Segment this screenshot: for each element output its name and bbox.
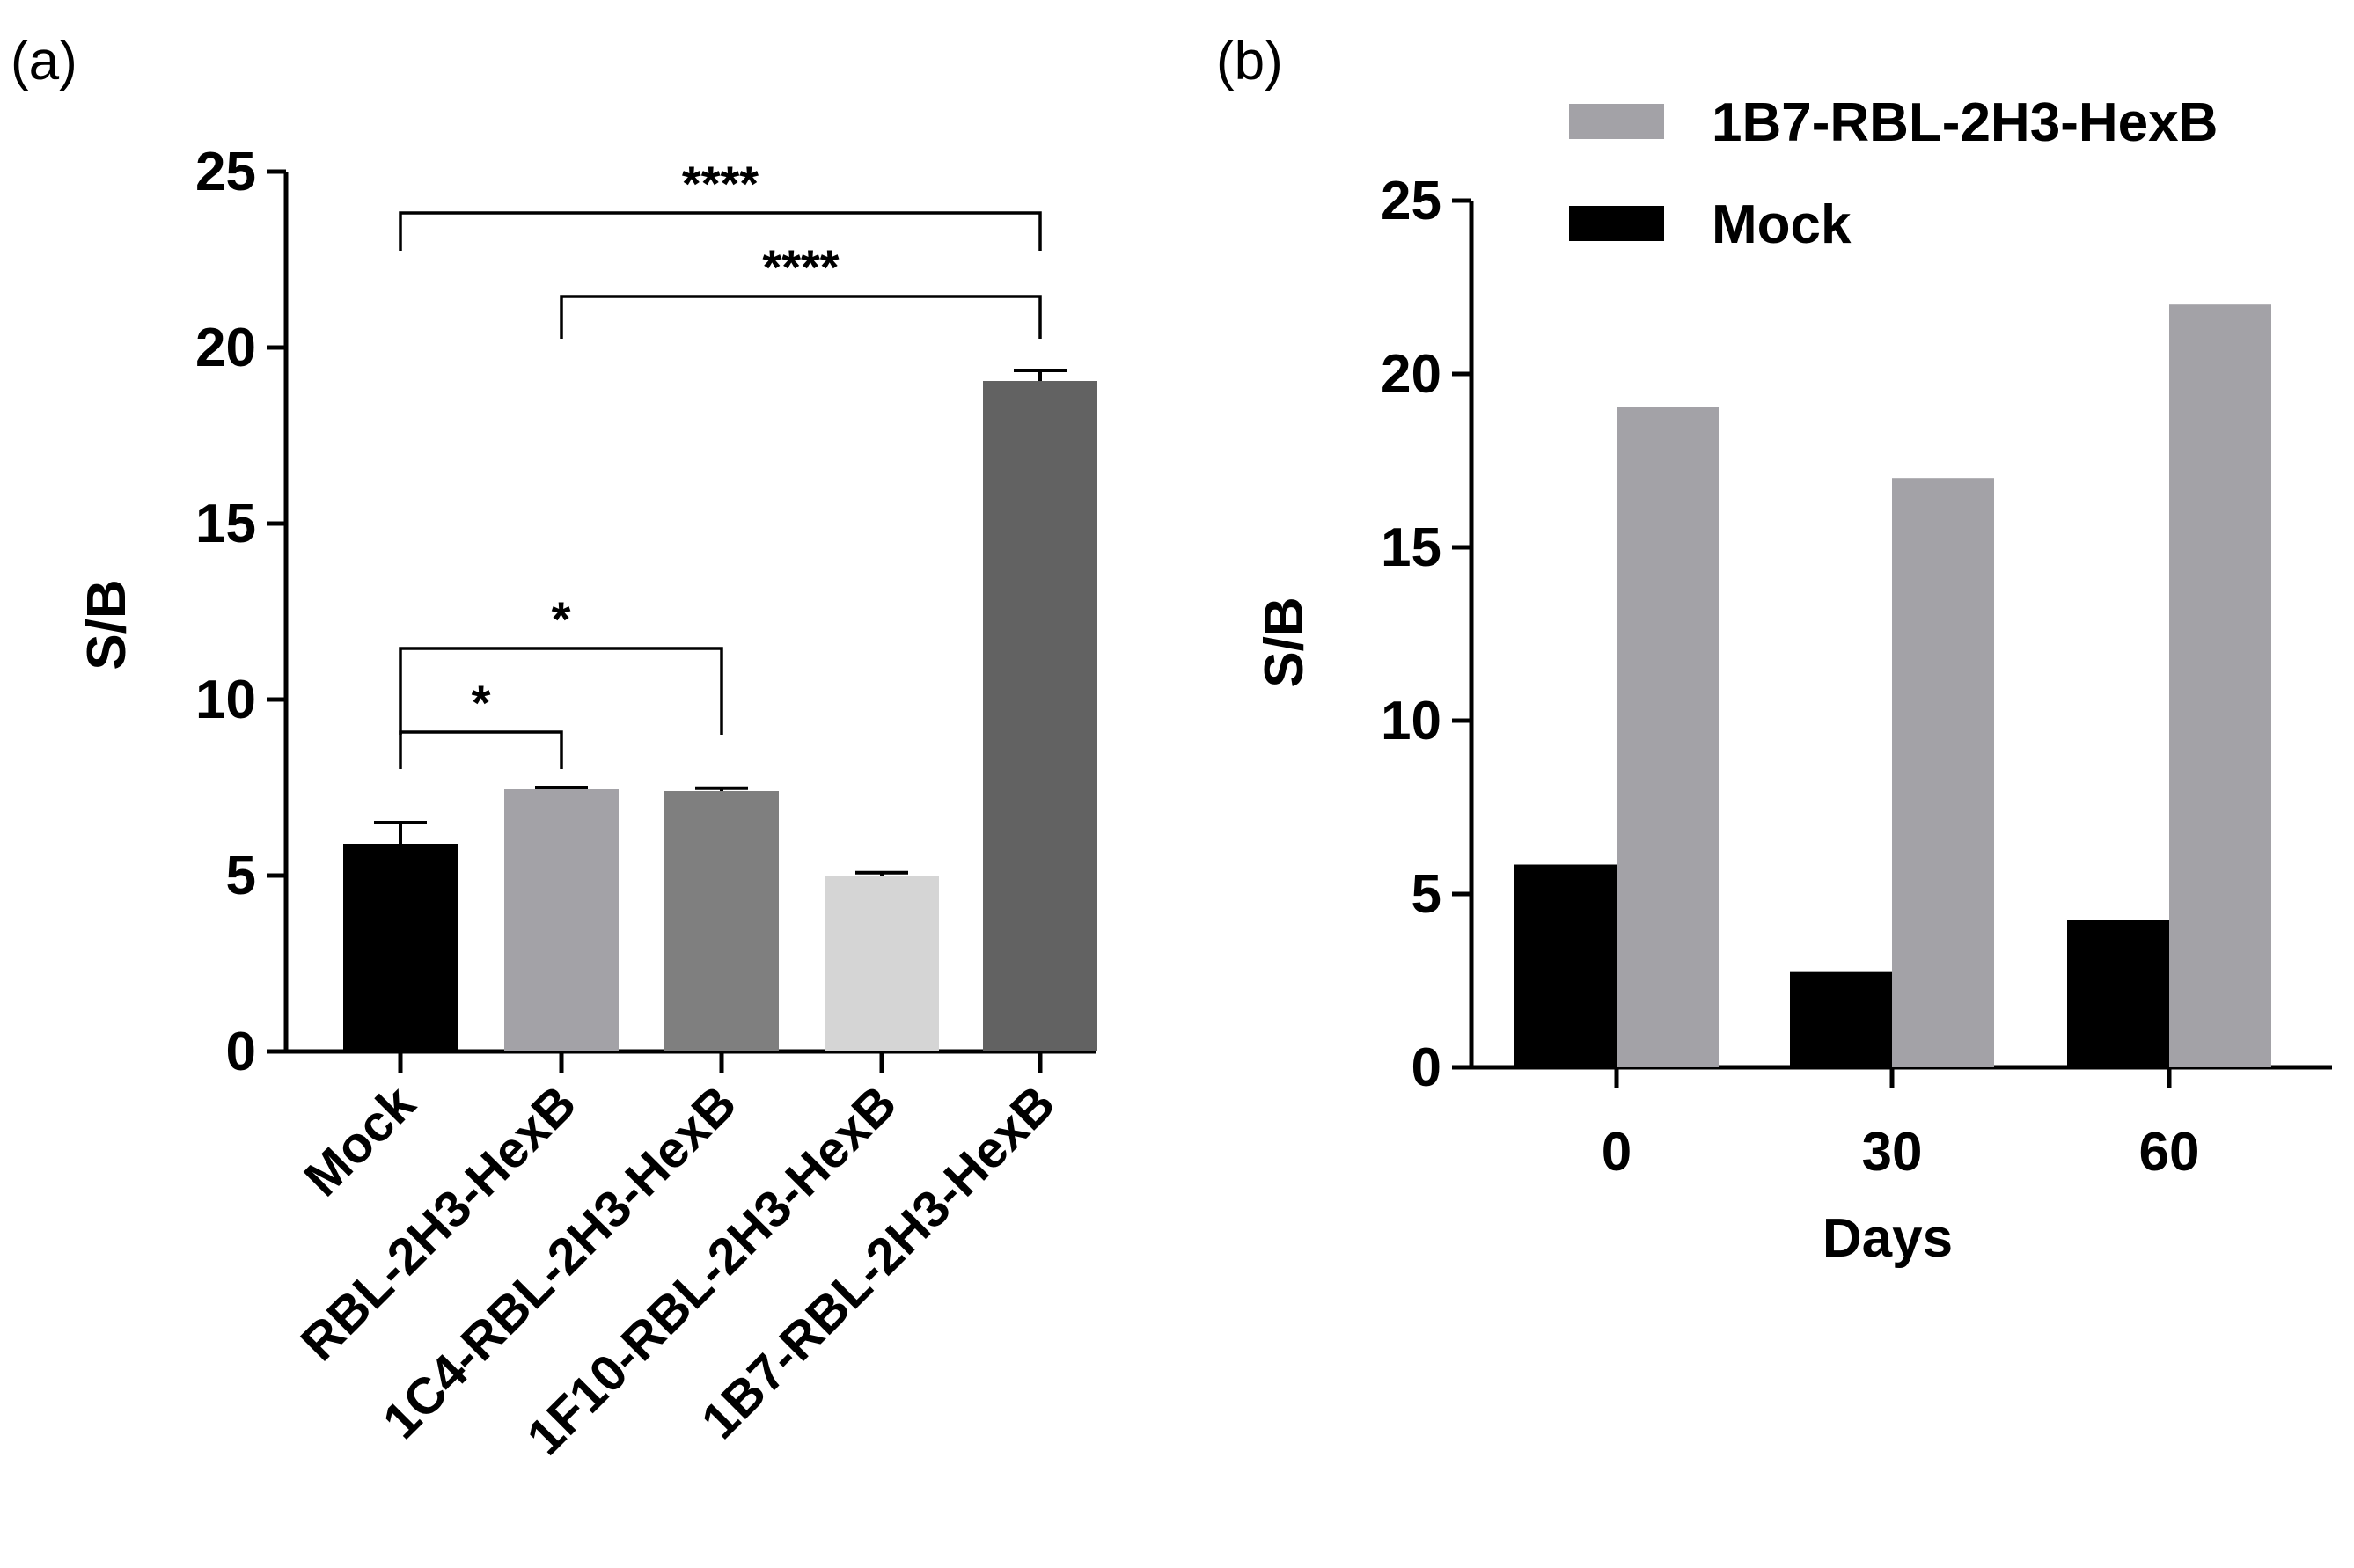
bar-mock (343, 844, 458, 1051)
legend-label-1b7-rbl-2h3-hexb: 1B7-RBL-2H3-HexB (1712, 92, 2218, 153)
bar-1b7-rbl-2h3-hexb-day-0 (1617, 407, 1719, 1067)
panel-b-x-labels: 0 30 60 (1602, 1122, 2200, 1183)
x-label-rbl-2h3-hexb: RBL-2H3-HexB (290, 1074, 588, 1372)
bar-rbl-2h3-hexb (504, 789, 619, 1051)
significance-label: * (552, 591, 571, 647)
x-label-mock: Mock (293, 1074, 426, 1207)
panel-a-y-tick-label: 15 (195, 494, 256, 554)
panel-a-label: (a) (11, 31, 77, 92)
panel-b-y-axis-title: S/B (1254, 597, 1315, 687)
significance-bracket (399, 730, 563, 769)
panel-a-y-tick-label: 20 (195, 318, 256, 378)
panel-b-label: (b) (1216, 31, 1283, 92)
bar-1b7-rbl-2h3-hexb-day-30 (1892, 478, 1994, 1067)
significance-label: * (472, 675, 491, 730)
panel-a-y-tick-label: 5 (226, 846, 256, 906)
panel-b-chart: (b) 0 5 10 15 20 25 S/B 0 30 60 Days 1B7-RBL-2H… (1216, 31, 2332, 1269)
panel-b-y-tick-label: 25 (1381, 171, 1441, 231)
legend-swatch-1b7-rbl-2h3-hexb (1569, 104, 1664, 139)
x-label-day-60: 60 (2139, 1122, 2200, 1183)
panel-a-y-tick-label: 10 (195, 670, 256, 730)
panel-b-y-tick-label: 15 (1381, 517, 1441, 578)
significance-bracket (399, 647, 723, 735)
panel-b-y-tick-label: 5 (1412, 864, 1441, 925)
panel-a-x-labels: MockRBL-2H3-HexB1C4-RBL-2H3-HexB1F10-RBL… (290, 1074, 1067, 1466)
significance-label: **** (762, 239, 839, 295)
panel-b-legend: 1B7-RBL-2H3-HexB Mock (1569, 92, 2218, 255)
bar-1c4-rbl-2h3-hexb (664, 791, 779, 1051)
panel-a-y-tick-label: 25 (195, 142, 256, 202)
bar-1b7-rbl-2h3-hexb (983, 381, 1097, 1051)
x-label-day-0: 0 (1602, 1122, 1632, 1183)
panel-a-significance: ********** (399, 156, 1042, 769)
significance-label: **** (682, 156, 759, 211)
legend-swatch-mock (1569, 206, 1664, 241)
bar-1b7-rbl-2h3-hexb-day-60 (2169, 304, 2271, 1067)
panel-a-y-axis-title: S/B (77, 579, 137, 670)
bar-mock-day-30 (1790, 971, 1892, 1067)
panel-b-bars (1471, 304, 2332, 1088)
legend-label-mock: Mock (1712, 194, 1852, 255)
panel-b-y-tick-label: 20 (1381, 344, 1441, 405)
panel-b-y-tick-label: 0 (1412, 1037, 1441, 1098)
bar-1f10-rbl-2h3-hexb (825, 876, 939, 1051)
panel-b-x-axis-title: Days (1822, 1208, 1953, 1269)
panel-b-y-tick-label: 10 (1381, 691, 1441, 751)
panel-a-y-tick-label: 0 (226, 1022, 256, 1082)
panel-b-y-axis: 0 5 10 15 20 25 (1381, 171, 1474, 1098)
bar-mock-day-60 (2067, 920, 2169, 1067)
x-label-day-30: 30 (1862, 1122, 1923, 1183)
panel-a-y-axis: 0 5 10 15 20 25 (195, 142, 289, 1082)
significance-bracket (399, 211, 1042, 251)
panel-a-bars (286, 369, 1097, 1073)
bar-mock-day-0 (1514, 864, 1617, 1067)
significance-bracket (560, 295, 1042, 339)
